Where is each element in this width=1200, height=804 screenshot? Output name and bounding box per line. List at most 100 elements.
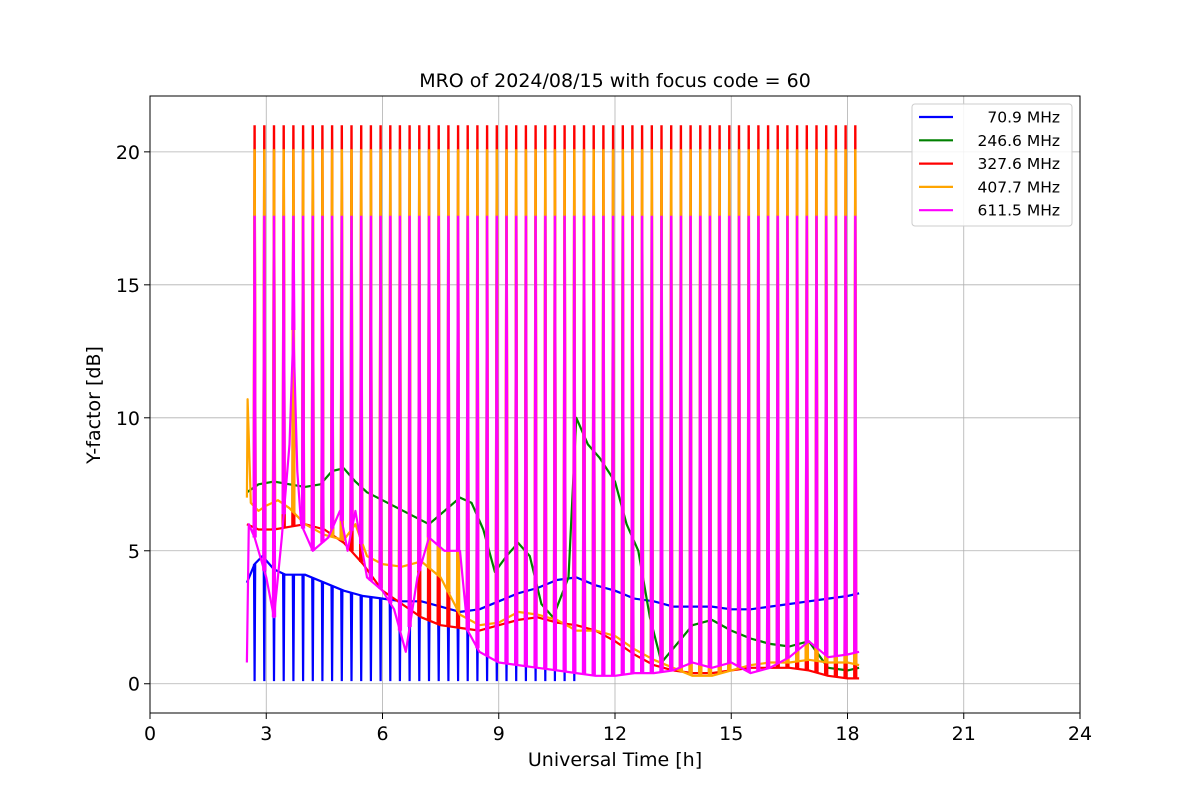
calibration-pulse	[446, 215, 451, 551]
calibration-dip	[417, 601, 421, 682]
plot-series	[245, 125, 860, 682]
series-line	[245, 328, 860, 677]
calibration-dip	[437, 606, 441, 682]
legend-label: 70.9 MHz	[987, 109, 1060, 127]
calibration-pulse	[853, 215, 858, 653]
calibration-pulse	[533, 215, 538, 668]
series-2466-mhz	[246, 416, 860, 672]
calibration-dip	[456, 611, 460, 682]
calibration-pulse	[252, 215, 257, 538]
calibration-dip	[252, 564, 257, 682]
calibration-pulse	[271, 215, 277, 618]
calibration-pulse	[562, 215, 567, 672]
calibration-dip	[340, 589, 344, 682]
x-tick-label: 3	[260, 723, 272, 745]
calibration-pulse	[843, 215, 848, 655]
x-tick-label: 15	[719, 723, 743, 745]
calibration-pulse	[552, 215, 558, 671]
calibration-pulse	[262, 215, 267, 571]
calibration-pulse	[591, 215, 596, 676]
calibration-pulse	[281, 215, 286, 515]
calibration-pulse	[707, 215, 713, 668]
calibration-pulse	[455, 215, 461, 551]
calibration-dip	[369, 596, 373, 682]
x-tick-label: 21	[952, 723, 976, 745]
calibration-pulse	[339, 215, 344, 521]
calibration-pulse	[368, 215, 373, 581]
calibration-dip	[446, 608, 451, 682]
calibration-pulse	[426, 215, 432, 538]
calibration-pulse	[765, 215, 771, 669]
calibration-pulse	[572, 215, 577, 673]
calibration-pulse	[698, 215, 703, 665]
calibration-pulse	[785, 215, 790, 659]
y-tick-label: 15	[116, 275, 140, 297]
calibration-pulse	[640, 215, 645, 674]
legend: 70.9 MHz 246.6 MHz 327.6 MHz 407.7 MHz 611.5…	[911, 103, 1073, 227]
calibration-dip	[466, 610, 470, 682]
calibration-pulse	[485, 215, 490, 657]
calibration-pulse	[349, 215, 354, 531]
y-tick-label: 0	[128, 674, 140, 696]
calibration-pulse	[756, 215, 761, 672]
calibration-pulse	[543, 215, 548, 669]
calibration-dip	[320, 581, 325, 682]
calibration-pulse	[824, 215, 829, 656]
calibration-pulse	[436, 215, 441, 546]
calibration-pulse	[601, 215, 606, 676]
y-tick-label: 10	[116, 408, 140, 430]
calibration-dip	[330, 585, 334, 682]
calibration-pulse	[795, 215, 800, 651]
calibration-pulse	[494, 215, 499, 662]
calibration-dip	[388, 599, 392, 682]
legend-label: 327.6 MHz	[978, 155, 1060, 173]
calibration-pulse	[330, 215, 335, 529]
calibration-pulse	[475, 215, 480, 649]
calibration-pulse	[659, 215, 664, 673]
calibration-dip	[282, 573, 286, 682]
calibration-dip	[427, 603, 431, 682]
calibration-pulse	[833, 215, 838, 657]
calibration-pulse	[504, 215, 509, 664]
calibration-dip	[291, 574, 296, 682]
y-tick-label: 20	[116, 142, 140, 164]
calibration-pulse	[397, 215, 403, 631]
calibration-pulse	[669, 215, 674, 671]
series-6115-mhz	[245, 215, 860, 677]
calibration-dip	[301, 574, 305, 682]
y-tick-label: 5	[128, 541, 140, 563]
x-tick-label: 9	[493, 723, 505, 745]
x-tick-label: 24	[1068, 723, 1092, 745]
calibration-pulse	[610, 215, 616, 676]
x-tick-label: 18	[835, 723, 859, 745]
calibration-pulse	[736, 215, 742, 667]
y-axis-label: Y-factor [dB]	[83, 346, 105, 465]
legend-label: 407.7 MHz	[978, 178, 1060, 196]
calibration-pulse	[291, 215, 296, 331]
calibration-pulse	[320, 215, 325, 543]
calibration-pulse	[388, 215, 393, 604]
calibration-pulse	[649, 215, 654, 674]
calibration-dip	[349, 592, 354, 682]
y-axis-ticks: 0 5 10 15 20	[116, 142, 150, 696]
calibration-pulse	[630, 215, 635, 674]
calibration-pulse	[717, 215, 722, 666]
x-axis-ticks: 0 3 6 9 12 15 18 21 24	[144, 713, 1092, 745]
calibration-pulse	[523, 215, 528, 667]
calibration-pulse	[678, 215, 683, 668]
series-line	[246, 416, 860, 672]
calibration-pulse	[727, 215, 732, 664]
calibration-pulse	[620, 215, 625, 675]
calibration-pulse	[359, 215, 364, 545]
calibration-pulse	[775, 215, 780, 664]
calibration-pulse	[378, 215, 383, 590]
legend-label: 611.5 MHz	[978, 202, 1060, 220]
calibration-pulse	[814, 215, 819, 648]
calibration-pulse	[417, 215, 422, 571]
calibration-pulse	[310, 215, 315, 551]
calibration-pulse	[746, 215, 751, 673]
chart-title: MRO of 2024/08/15 with focus code = 60	[419, 70, 811, 92]
calibration-pulse	[465, 215, 470, 631]
